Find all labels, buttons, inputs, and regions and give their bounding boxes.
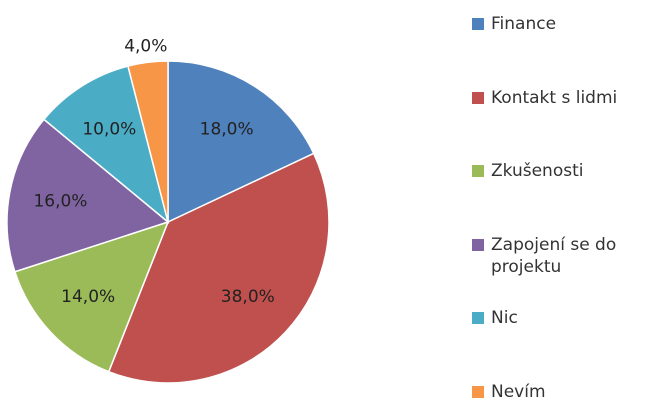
- legend-swatch: [472, 386, 484, 398]
- pie-slice: [42, 65, 170, 225]
- data-label: 38,0%: [221, 287, 275, 307]
- legend-swatch: [472, 165, 484, 178]
- pie-slice: [107, 152, 330, 384]
- data-label: 14,0%: [61, 287, 115, 307]
- legend-swatch: [472, 18, 484, 30]
- pie-slice: [167, 60, 315, 224]
- legend-item: Zkušenosti: [472, 160, 652, 182]
- legend-label: Nic: [491, 308, 518, 329]
- legend-swatch: [472, 238, 484, 251]
- legend-label: Zkušenosti: [491, 161, 584, 182]
- legend-item: Nic: [472, 307, 652, 329]
- legend-label: Zapojení se do projektu: [491, 234, 617, 277]
- legend-swatch: [472, 312, 484, 325]
- legend-item: Finance: [472, 13, 652, 35]
- data-label: 4,0%: [124, 36, 167, 56]
- pie-slice: [6, 118, 170, 273]
- legend-item: Nevím: [472, 381, 652, 400]
- legend-label: Finance: [491, 14, 557, 34]
- legend-label: Nevím: [491, 382, 546, 400]
- pie-slice: [127, 60, 169, 223]
- legend-item: Zapojení se do projektu: [472, 234, 652, 278]
- legend-swatch: [472, 91, 484, 104]
- legend-label: Kontakt s lidmi: [491, 87, 618, 108]
- data-label: 10,0%: [82, 120, 136, 140]
- data-label: 18,0%: [200, 120, 254, 140]
- data-label: 16,0%: [33, 191, 87, 211]
- legend-item: Kontakt s lidmi: [472, 87, 652, 109]
